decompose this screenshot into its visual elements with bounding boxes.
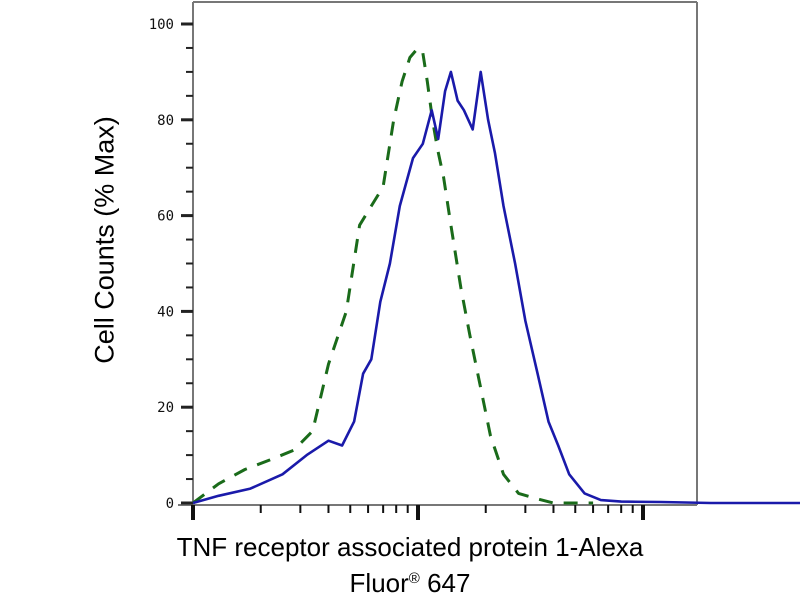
x-axis-label-line2: Fluor® 647 <box>60 564 760 598</box>
x-axis-label-line1: TNF receptor associated protein 1-Alexa <box>176 532 644 562</box>
y-axis-label-text: Cell Counts (% Max) <box>89 116 120 364</box>
y-tick-label: 80 <box>157 113 174 129</box>
plot-frame <box>178 1 698 506</box>
x-axis-label-647: 647 <box>419 568 471 598</box>
y-tick-label: 20 <box>157 400 174 416</box>
y-tick-label: 40 <box>157 304 174 320</box>
isotype-control-line <box>192 46 594 505</box>
y-axis: 0 20 40 60 80 100 <box>149 17 193 512</box>
y-tick-label: 100 <box>149 17 174 33</box>
y-axis-label: Cell Counts (% Max) <box>80 70 130 410</box>
antibody-line <box>192 70 800 505</box>
registered-mark: ® <box>408 570 420 587</box>
x-axis-label-fluor: Fluor <box>349 568 409 598</box>
x-axis <box>191 505 645 520</box>
series-group <box>192 46 800 505</box>
y-tick-label: 0 <box>166 496 174 512</box>
y-tick-label: 60 <box>157 209 174 225</box>
